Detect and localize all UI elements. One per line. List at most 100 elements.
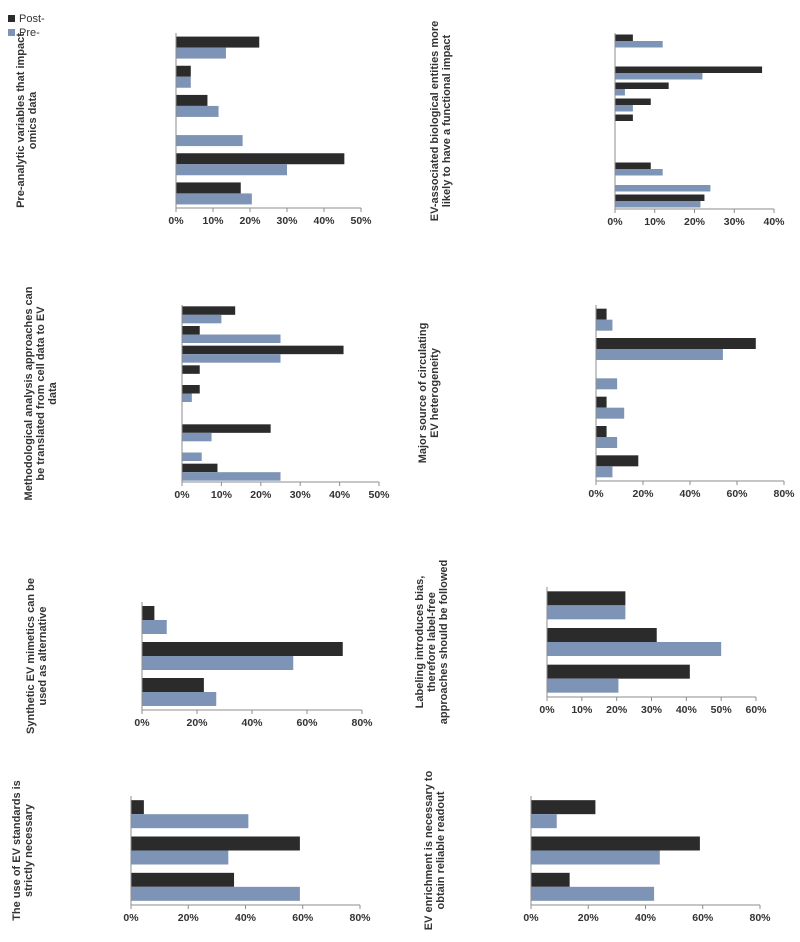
bar-post (547, 591, 626, 606)
bar-pre (182, 452, 202, 461)
x-tick-label: 0% (168, 215, 184, 227)
bar-pre (182, 393, 192, 402)
x-tick-label: 0% (123, 912, 139, 924)
bar-post (615, 194, 705, 201)
bar-pre (615, 201, 701, 208)
y-axis-title-line: Labeling introduces bias, (414, 576, 426, 709)
x-tick-label: 20% (239, 215, 261, 227)
x-tick-label: 30% (290, 489, 312, 501)
bar-post (596, 455, 639, 467)
bar-pre (142, 692, 217, 706)
y-axis-title-line: Pre-analytic variables that impact (15, 33, 27, 208)
x-tick-label: 20% (178, 912, 200, 924)
bar-post (615, 114, 633, 121)
bar-pre (547, 605, 626, 620)
y-axis-title-line: be translated from cell data to EV (35, 306, 47, 481)
bar-post (615, 98, 651, 105)
bar-pre (596, 349, 723, 360)
y-axis-title: EV-associated biological entities moreli… (429, 21, 453, 222)
bar-post (182, 385, 200, 394)
y-axis-title: EV enrichment is necessary toobtain reli… (423, 770, 447, 930)
y-axis-title-line: strictly necessary (23, 803, 35, 897)
bar-post (596, 426, 607, 437)
bar-pre (176, 135, 243, 147)
x-tick-label: 0% (588, 488, 604, 500)
bar-post (182, 424, 271, 433)
bar-pre (531, 850, 660, 865)
y-axis-title-line: therefore label-free (426, 592, 438, 692)
bar-pre (615, 41, 663, 48)
bar-post (176, 153, 345, 165)
x-tick-label: 20% (632, 488, 654, 500)
x-tick-label: 0% (174, 489, 190, 501)
x-tick-label: 20% (684, 216, 706, 228)
x-tick-label: 60% (296, 717, 318, 729)
bar-post (596, 338, 756, 349)
x-tick-label: 30% (724, 216, 746, 228)
chart-panel: 0% 10% 20% 30% 40% EV-associated biological e… (429, 21, 785, 228)
bar-post (531, 872, 570, 887)
bar-pre (547, 642, 722, 656)
x-tick-label: 80% (773, 488, 795, 500)
y-axis-title: The use of EV standards isstrictly neces… (11, 780, 35, 921)
bar-post (547, 664, 690, 679)
x-tick-label: 50% (350, 215, 372, 227)
y-axis-title: Synthetic EV mimetics can beused as alte… (25, 578, 49, 734)
x-tick-label: 60% (726, 488, 748, 500)
y-axis-title-line: obtain reliable readout (435, 791, 447, 909)
bar-pre (615, 73, 703, 80)
bar-pre (596, 378, 618, 390)
bar-post (142, 642, 343, 656)
bar-post (142, 678, 204, 692)
bar-pre (596, 319, 613, 331)
bar-post (531, 836, 700, 851)
y-axis-title-line: likely to have a functional impact (441, 34, 453, 207)
bar-post (131, 872, 235, 887)
bar-post (176, 182, 241, 194)
bar-post (615, 66, 763, 73)
x-tick-label: 10% (211, 489, 233, 501)
y-axis-title-line: approaches should be followed (438, 560, 450, 724)
bar-post (176, 94, 208, 106)
bar-pre (615, 105, 633, 112)
bar-pre (131, 814, 249, 829)
bar-pre (596, 437, 618, 448)
x-tick-label: 60% (692, 912, 714, 924)
x-tick-label: 20% (186, 717, 208, 729)
bar-pre (615, 169, 663, 176)
bar-pre (547, 678, 619, 693)
bar-pre (142, 620, 167, 634)
y-axis-title-line: omics data (27, 91, 39, 149)
bar-post (596, 396, 607, 408)
x-tick-label: 60% (292, 912, 314, 924)
bar-post (131, 800, 144, 815)
bar-post (131, 836, 300, 851)
x-tick-label: 30% (641, 704, 663, 716)
x-tick-label: 40% (329, 489, 351, 501)
bar-pre (596, 407, 625, 419)
x-tick-label: 80% (349, 912, 371, 924)
x-tick-label: 0% (607, 216, 623, 228)
x-tick-label: 40% (313, 215, 335, 227)
bar-pre (182, 334, 281, 343)
bar-post (182, 306, 236, 315)
chart-panel: 0% 10% 20% 30% 40% 50% 60% Labeling introduces … (414, 560, 767, 724)
y-axis-title: Major source of circulatingEV heterogene… (417, 323, 441, 464)
x-tick-label: 20% (250, 489, 272, 501)
bar-pre (182, 472, 281, 481)
x-tick-label: 40% (635, 912, 657, 924)
bar-post (615, 34, 633, 41)
x-tick-label: 40% (676, 704, 698, 716)
legend: Post- Pre- (8, 13, 45, 39)
chart-panel: 0% 10% 20% 30% 40% 50% Methodological analysis… (23, 286, 390, 501)
x-tick-label: 0% (523, 912, 539, 924)
bar-pre (182, 354, 281, 363)
bar-pre (615, 185, 711, 192)
legend-pre-label: Pre- (19, 27, 40, 39)
y-axis-title: Methodological analysis approaches canbe… (23, 286, 59, 500)
y-axis-title: Pre-analytic variables that impactomics … (15, 33, 39, 208)
bar-post (531, 800, 596, 815)
x-tick-label: 40% (235, 912, 257, 924)
bar-post (176, 65, 191, 77)
y-axis-title-line: EV heterogeneity (429, 347, 441, 438)
